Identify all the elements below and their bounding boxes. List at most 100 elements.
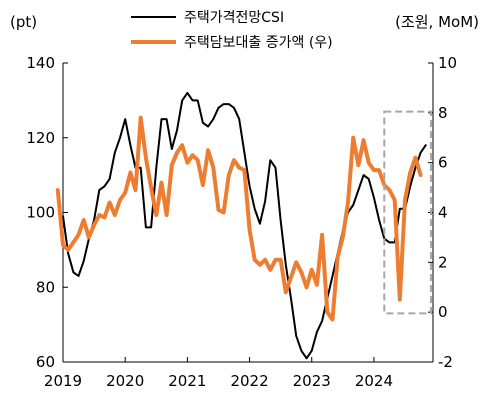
csi-data-point <box>242 151 246 155</box>
csi-data-point <box>372 196 376 200</box>
plot-area <box>55 91 432 360</box>
mortgage-data-point <box>408 171 412 175</box>
mortgage-data-point <box>134 188 138 192</box>
csi-data-point <box>331 274 335 278</box>
csi-data-point <box>128 143 132 147</box>
mortgage-data-point <box>268 268 272 272</box>
mortgage-data-point <box>149 186 153 190</box>
mortgage-data-point <box>66 248 70 252</box>
csi-data-point <box>196 98 200 102</box>
csi-data-point <box>108 177 112 181</box>
mortgage-data-point <box>248 228 252 232</box>
mortgage-data-point <box>97 213 101 217</box>
left-y-axis: 60 80 100 120 140 <box>26 54 68 371</box>
csi-data-point <box>351 203 355 207</box>
right-tick-label: 2 <box>438 253 448 271</box>
csi-data-point <box>211 117 215 121</box>
csi-data-point <box>320 319 324 323</box>
right-tick-label: 8 <box>438 104 448 122</box>
csi-data-point <box>258 222 262 226</box>
csi-data-point <box>248 184 252 188</box>
csi-series-line <box>62 91 427 360</box>
csi-data-point <box>377 218 381 222</box>
mortgage-data-point <box>211 166 215 170</box>
right-axis-unit: (조원, MoM) <box>395 13 479 31</box>
mortgage-data-point <box>242 168 246 172</box>
mortgage-data-point <box>56 188 60 192</box>
csi-data-point <box>268 158 272 162</box>
csi-data-point <box>237 117 241 121</box>
highlight-box <box>383 110 432 315</box>
csi-data-point <box>154 166 158 170</box>
csi-data-point <box>180 98 184 102</box>
mortgage-data-point <box>320 233 324 237</box>
x-tick-label: 2019 <box>44 372 82 390</box>
csi-data-point <box>201 121 205 125</box>
csi-data-point <box>274 166 278 170</box>
mortgage-data-point <box>123 191 127 195</box>
mortgage-data-point <box>289 275 293 279</box>
csi-data-point <box>185 91 189 95</box>
mortgage-data-point <box>227 173 231 177</box>
csi-data-point <box>103 184 107 188</box>
mortgage-data-point <box>310 268 314 272</box>
legend-label-csi: 주택가격전망CSI <box>184 10 284 26</box>
mortgage-data-point <box>232 158 236 162</box>
mortgage-data-point <box>351 136 355 140</box>
csi-data-point <box>398 207 402 211</box>
csi-data-point <box>139 166 143 170</box>
csi-data-point <box>113 151 117 155</box>
mortgage-data-point <box>154 213 158 217</box>
mortgage-data-point <box>279 258 283 262</box>
mortgage-data-point <box>113 213 117 217</box>
left-axis-unit: (pt) <box>10 13 37 31</box>
right-tick-label: 10 <box>438 54 457 72</box>
left-tick-label: 100 <box>26 204 55 222</box>
mortgage-data-point <box>413 156 417 160</box>
mortgage-data-point <box>372 168 376 172</box>
legend-label-mortgage: 주택담보대출 증가액 (우) <box>184 35 333 51</box>
mortgage-data-point <box>61 243 65 247</box>
mortgage-data-point <box>180 143 184 147</box>
mortgage-data-point <box>253 258 257 262</box>
mortgage-data-point <box>403 198 407 202</box>
mortgage-data-point <box>108 201 112 205</box>
csi-data-point <box>175 128 179 132</box>
csi-data-point <box>149 225 153 229</box>
csi-data-point <box>367 177 371 181</box>
right-tick-label: 0 <box>438 303 448 321</box>
csi-data-point <box>279 218 283 222</box>
csi-data-point <box>217 106 221 110</box>
mortgage-data-point <box>356 163 360 167</box>
mortgage-data-point <box>170 163 174 167</box>
x-tick-label: 2022 <box>230 372 268 390</box>
right-tick-label: -2 <box>438 353 453 371</box>
csi-data-point <box>160 117 164 121</box>
mortgage-data-point <box>82 218 86 222</box>
csi-data-point <box>310 349 314 353</box>
mortgage-data-point <box>139 116 143 120</box>
csi-data-point <box>191 98 195 102</box>
csi-data-point <box>362 173 366 177</box>
right-tick-label: 4 <box>438 204 448 222</box>
csi-data-point <box>66 252 70 256</box>
x-tick-label: 2021 <box>168 372 206 390</box>
mortgage-data-point <box>294 260 298 264</box>
mortgage-data-point <box>398 298 402 302</box>
left-tick-label: 120 <box>26 129 55 147</box>
mortgage-data-point <box>419 173 423 177</box>
mortgage-data-point <box>258 263 262 267</box>
mortgage-data-point <box>284 290 288 294</box>
mortgage-data-point <box>77 233 81 237</box>
csi-data-point <box>165 117 169 121</box>
mortgage-data-point <box>393 198 397 202</box>
mortgage-data-point <box>325 310 329 314</box>
csi-data-point <box>388 240 392 244</box>
mortgage-data-point <box>160 181 164 185</box>
csi-data-point <box>144 225 148 229</box>
mortgage-data-point <box>71 240 75 244</box>
csi-data-point <box>123 117 127 121</box>
mortgage-data-point <box>103 216 107 220</box>
csi-data-point <box>284 263 288 267</box>
